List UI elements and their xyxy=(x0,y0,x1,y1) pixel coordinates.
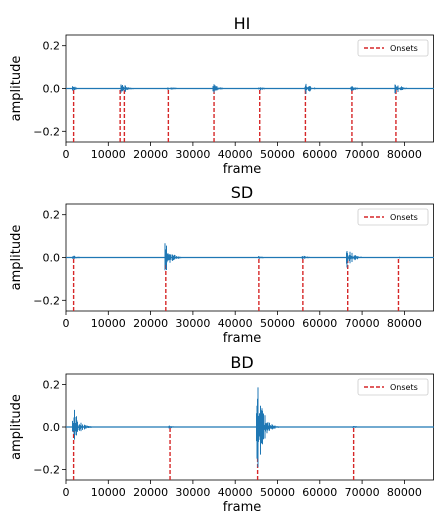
y-tick-label: 0.2 xyxy=(43,379,61,392)
legend: Onsets xyxy=(357,208,429,226)
y-tick-label: 0.0 xyxy=(43,83,61,96)
x-tick-label: 0 xyxy=(63,317,70,330)
x-tick-label: 80000 xyxy=(387,317,422,330)
x-tick-label: 40000 xyxy=(218,486,253,499)
x-tick-label: 70000 xyxy=(345,486,380,499)
subplot-hi: HI −0.2 0.0 0.2 0 10000 20000 30000 40000 50000 60… xyxy=(9,14,434,177)
y-tick-label: 0.0 xyxy=(43,252,61,265)
x-tick-label: 40000 xyxy=(218,317,253,330)
x-tick-label: 70000 xyxy=(345,148,380,161)
y-tick-label: 0.2 xyxy=(43,40,61,53)
x-tick-label: 70000 xyxy=(345,317,380,330)
x-tick-label: 20000 xyxy=(133,486,168,499)
y-tick-label: −0.2 xyxy=(33,125,60,138)
x-axis-label: frame xyxy=(223,500,262,512)
x-tick-label: 50000 xyxy=(260,486,295,499)
x-tick-label: 50000 xyxy=(260,317,295,330)
x-tick-label: 0 xyxy=(63,148,70,161)
chart-title: BD xyxy=(230,353,253,372)
x-tick-label: 60000 xyxy=(302,148,337,161)
y-tick-label: 0.2 xyxy=(43,209,61,222)
x-tick-label: 30000 xyxy=(175,317,210,330)
x-axis-label: frame xyxy=(223,331,262,346)
y-axis-label: amplitude xyxy=(9,394,24,460)
x-tick-label: 60000 xyxy=(302,317,337,330)
y-tick-label: 0.0 xyxy=(43,421,61,434)
chart-title: HI xyxy=(234,14,251,33)
legend-label: Onsets xyxy=(390,44,418,53)
x-tick-label: 50000 xyxy=(260,148,295,161)
x-tick-label: 10000 xyxy=(91,486,126,499)
y-axis-label: amplitude xyxy=(9,56,24,122)
x-tick-label: 60000 xyxy=(302,486,337,499)
legend-label: Onsets xyxy=(390,213,418,222)
x-tick-label: 10000 xyxy=(91,317,126,330)
signal-series xyxy=(65,243,434,271)
x-tick-label: 40000 xyxy=(218,148,253,161)
y-tick-label: −0.2 xyxy=(33,294,60,307)
legend: Onsets xyxy=(357,378,429,396)
x-tick-label: 0 xyxy=(63,486,70,499)
legend-label: Onsets xyxy=(390,383,418,392)
x-tick-label: 80000 xyxy=(387,486,422,499)
y-axis-label: amplitude xyxy=(9,225,24,291)
chart-title: SD xyxy=(231,183,253,202)
subplot-sd: SD −0.2 0.0 0.2 0 10000 20000 30000 40000 50000 60… xyxy=(9,183,434,346)
x-tick-label: 20000 xyxy=(133,317,168,330)
legend-box xyxy=(357,208,429,226)
legend-box xyxy=(357,39,429,57)
legend-box xyxy=(357,378,429,396)
x-axis-label: frame xyxy=(223,162,262,177)
subplot-bd: BD −0.2 0.0 0.2 0 10000 20000 30000 40000 50000 60… xyxy=(9,353,434,512)
x-tick-label: 30000 xyxy=(175,486,210,499)
y-tick-label: −0.2 xyxy=(33,463,60,476)
x-tick-label: 20000 xyxy=(133,148,168,161)
legend: Onsets xyxy=(357,39,429,57)
x-tick-label: 30000 xyxy=(175,148,210,161)
x-tick-label: 80000 xyxy=(387,148,422,161)
x-tick-label: 10000 xyxy=(91,148,126,161)
